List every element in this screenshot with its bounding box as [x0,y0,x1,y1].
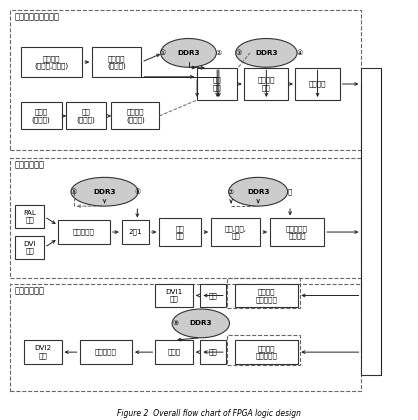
Ellipse shape [229,177,288,206]
Text: 绘字
(加黑边): 绘字 (加黑边) [77,109,95,123]
FancyBboxPatch shape [15,205,44,228]
Text: 叠加输出部分: 叠加输出部分 [14,286,44,295]
Text: DDR3: DDR3 [255,50,278,56]
FancyBboxPatch shape [200,284,226,307]
Text: DDR3: DDR3 [247,189,270,195]
Text: 平移翻转
镜像: 平移翻转 镜像 [257,77,275,91]
Text: ③: ③ [235,50,242,56]
FancyBboxPatch shape [197,68,237,100]
Text: 码速率提升: 码速率提升 [73,229,95,235]
FancyBboxPatch shape [155,284,193,307]
Text: 窗口显示
附属区显示: 窗口显示 附属区显示 [255,289,277,302]
FancyBboxPatch shape [244,68,288,100]
Ellipse shape [172,309,229,338]
Text: ②: ② [216,50,222,56]
Text: PAL
接收: PAL 接收 [23,210,36,223]
Text: 字符旋转
(反走样): 字符旋转 (反走样) [126,109,145,123]
Text: 图形绘制
(反走样,加黑边): 图形绘制 (反走样,加黑边) [34,55,69,69]
Text: 图形及字符生成部分: 图形及字符生成部分 [14,13,59,21]
Text: 亮度调节: 亮度调节 [309,81,326,87]
FancyBboxPatch shape [24,340,61,364]
FancyBboxPatch shape [234,340,298,364]
Text: ⑥: ⑥ [134,189,140,195]
Text: 全屏反走样: 全屏反走样 [95,349,117,355]
Text: DVI
接收: DVI 接收 [23,241,36,255]
Text: DDR3: DDR3 [189,320,212,326]
Text: ①: ① [160,50,166,56]
FancyBboxPatch shape [200,340,226,364]
Text: 对比度调节
亮度调节: 对比度调节 亮度调节 [286,225,308,239]
FancyBboxPatch shape [79,340,132,364]
FancyBboxPatch shape [20,47,82,77]
Ellipse shape [71,177,138,206]
FancyBboxPatch shape [270,218,324,246]
Text: DDR3: DDR3 [93,189,116,195]
Text: DVI1
发送: DVI1 发送 [166,289,183,302]
Text: 字符库
(反走样): 字符库 (反走样) [32,109,51,123]
Text: ④: ④ [297,50,303,56]
FancyBboxPatch shape [59,220,110,244]
Ellipse shape [161,39,217,67]
Text: 平移,翻转,
镜像: 平移,翻转, 镜像 [224,225,247,239]
FancyBboxPatch shape [66,102,106,129]
FancyBboxPatch shape [362,68,381,375]
Text: ⑻: ⑻ [288,189,292,195]
Text: 图形旋转
(反走样): 图形旋转 (反走样) [107,55,126,69]
Text: 预时变: 预时变 [168,349,181,355]
FancyBboxPatch shape [155,340,193,364]
Text: 缩放
旋转: 缩放 旋转 [176,225,185,239]
FancyBboxPatch shape [296,68,340,100]
Text: DDR3: DDR3 [177,50,200,56]
Text: 视频处理部分: 视频处理部分 [14,160,44,169]
Text: ⑨: ⑨ [172,320,178,326]
FancyBboxPatch shape [15,236,44,259]
Text: 窗口显示
附属区显示: 窗口显示 附属区显示 [255,345,277,359]
Text: 叠加: 叠加 [209,292,217,299]
FancyBboxPatch shape [92,47,141,77]
FancyBboxPatch shape [122,220,148,244]
Text: Figure 2  Overall flow chart of FPGA logic design: Figure 2 Overall flow chart of FPGA logi… [117,409,301,418]
FancyBboxPatch shape [159,218,201,246]
Text: 2选1: 2选1 [128,229,142,235]
FancyBboxPatch shape [211,218,260,246]
Text: ⑤: ⑤ [71,189,77,195]
Text: ⑦: ⑦ [228,189,234,195]
FancyBboxPatch shape [111,102,159,129]
Text: DVI2
发送: DVI2 发送 [34,345,51,359]
Ellipse shape [236,39,297,67]
Text: 缩放
旋转: 缩放 旋转 [213,77,222,91]
FancyBboxPatch shape [20,102,61,129]
FancyBboxPatch shape [234,284,298,307]
Text: 叠加: 叠加 [209,349,217,355]
